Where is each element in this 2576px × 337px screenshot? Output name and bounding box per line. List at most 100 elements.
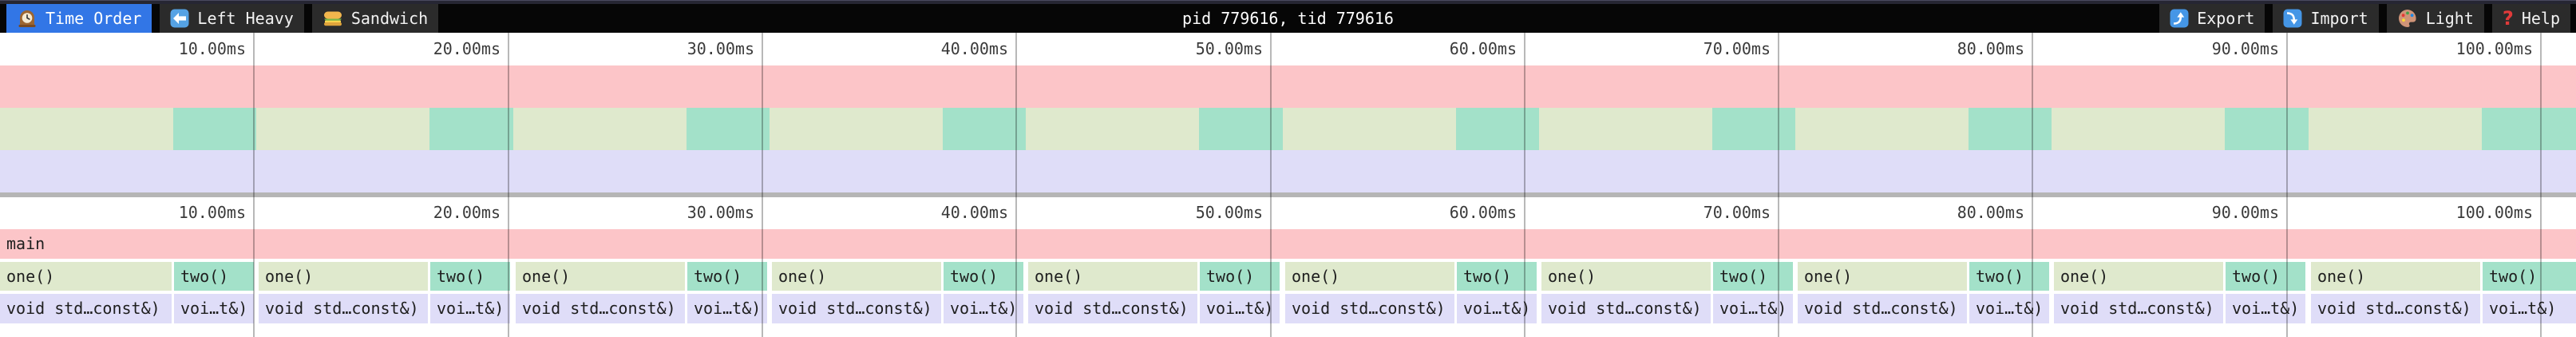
- frame-two-detail[interactable]: voi…t&): [1713, 294, 1793, 323]
- minimap-frame-two[interactable]: [1969, 108, 2052, 150]
- axis-tick-label: 60.00ms: [1449, 203, 1517, 222]
- palette-icon: [2397, 8, 2418, 29]
- minimap-frame-two[interactable]: [173, 108, 256, 150]
- tab-label: Sandwich: [350, 9, 429, 28]
- axis-tick-label: 50.00ms: [1195, 203, 1263, 222]
- minimap-frame-two[interactable]: [2225, 108, 2309, 150]
- import-button[interactable]: Import: [2273, 4, 2379, 33]
- frame-two-detail[interactable]: voi…t&): [1457, 294, 1537, 323]
- minimap-chart-divider: [0, 192, 2576, 197]
- minimap-frame-two[interactable]: [1199, 108, 1283, 150]
- frame-one[interactable]: one(): [0, 262, 172, 291]
- minimap-frame-two[interactable]: [943, 108, 1026, 150]
- frame-one[interactable]: one(): [1541, 262, 1711, 291]
- axis-tick-label: 60.00ms: [1449, 39, 1517, 58]
- axis-tick-label: 50.00ms: [1195, 39, 1263, 58]
- button-label: Light: [2425, 9, 2474, 28]
- frame-two[interactable]: two(): [2226, 262, 2305, 291]
- minimap-frame-two[interactable]: [2482, 108, 2576, 150]
- frame-one-detail[interactable]: void std…const&): [259, 294, 428, 323]
- frame-one[interactable]: one(): [1285, 262, 1454, 291]
- axis-tick-label: 90.00ms: [2211, 203, 2279, 222]
- left-arrow-icon: [170, 9, 189, 28]
- frame-one-detail[interactable]: void std…const&): [1798, 294, 1967, 323]
- minimap-frame-two[interactable]: [429, 108, 513, 150]
- frame-one[interactable]: one(): [1028, 262, 1197, 291]
- frame-two[interactable]: two(): [1713, 262, 1793, 291]
- flame-row-main: main: [0, 229, 2576, 259]
- axis-tick-label: 100.00ms: [2455, 203, 2533, 222]
- button-label: Export: [2197, 9, 2255, 28]
- import-icon: [2283, 9, 2302, 28]
- axis-tick-label: 20.00ms: [433, 203, 501, 222]
- frame-one-detail[interactable]: void std…const&): [772, 294, 941, 323]
- frame-two[interactable]: two(): [430, 262, 510, 291]
- frame-two[interactable]: two(): [174, 262, 254, 291]
- frame-one[interactable]: one(): [1798, 262, 1967, 291]
- frame-one[interactable]: one(): [516, 262, 685, 291]
- axis-tick-label: 10.00ms: [178, 39, 246, 58]
- button-label: Help: [2521, 9, 2560, 28]
- frame-two[interactable]: two(): [1457, 262, 1537, 291]
- axis-tick-label: 10.00ms: [178, 203, 246, 222]
- minimap-frame-two[interactable]: [1456, 108, 1539, 150]
- help-button[interactable]: ? Help: [2491, 4, 2570, 33]
- window-top-strip: [0, 0, 2576, 4]
- axis-tick-label: 80.00ms: [1957, 203, 2024, 222]
- frame-one-detail[interactable]: void std…const&): [1028, 294, 1197, 323]
- minimap-row-main[interactable]: [0, 65, 2576, 108]
- chart-time-axis: 10.00ms 20.00ms 30.00ms 40.00ms 50.00ms 60.00…: [0, 197, 2576, 228]
- frame-one[interactable]: one(): [2311, 262, 2480, 291]
- frame-one[interactable]: one(): [2054, 262, 2223, 291]
- minimap-frame-two[interactable]: [687, 108, 770, 150]
- frame-one-detail[interactable]: void std…const&): [2311, 294, 2480, 323]
- frame-two-detail[interactable]: voi…t&): [687, 294, 767, 323]
- minimap-row-calls[interactable]: [0, 108, 2576, 150]
- export-button[interactable]: Export: [2159, 4, 2265, 33]
- flame-row-calls: one() two() one() two() one() two() one() two()…: [0, 262, 2576, 291]
- frame-two-detail[interactable]: voi…t&): [430, 294, 510, 323]
- axis-tick-label: 30.00ms: [687, 203, 754, 222]
- frame-two[interactable]: two(): [1200, 262, 1280, 291]
- frame-two-detail[interactable]: voi…t&): [944, 294, 1023, 323]
- frame-two-detail[interactable]: voi…t&): [2226, 294, 2305, 323]
- axis-tick-label: 70.00ms: [1703, 39, 1771, 58]
- axis-tick-label: 70.00ms: [1703, 203, 1771, 222]
- frame-two-detail[interactable]: voi…t&): [2483, 294, 2576, 323]
- axis-tick-label: 90.00ms: [2211, 39, 2279, 58]
- frame-two-detail[interactable]: voi…t&): [1200, 294, 1280, 323]
- frame-one-detail[interactable]: void std…const&): [516, 294, 685, 323]
- frame-one-detail[interactable]: void std…const&): [0, 294, 172, 323]
- frame-one-detail[interactable]: void std…const&): [1285, 294, 1454, 323]
- frame-two[interactable]: two(): [2483, 262, 2576, 291]
- minimap-time-axis: 10.00ms 20.00ms 30.00ms 40.00ms 50.00ms 60.00…: [0, 33, 2576, 65]
- frame-two-detail[interactable]: voi…t&): [174, 294, 254, 323]
- flame-row-detail: void std…const&) voi…t&) void std…const&) v…: [0, 294, 2576, 323]
- toolbar-actions: Export Import Light? Help: [2159, 4, 2570, 33]
- frame-one[interactable]: one(): [259, 262, 428, 291]
- frame-one-detail[interactable]: void std…const&): [2054, 294, 2223, 323]
- frame-two-detail[interactable]: voi…t&): [1969, 294, 2049, 323]
- tab-sandwich[interactable]: Sandwich: [311, 4, 439, 33]
- tab-label: Left Heavy: [197, 9, 294, 28]
- minimap-row-detail[interactable]: [0, 150, 2576, 192]
- frame-one[interactable]: one(): [772, 262, 941, 291]
- export-icon: [2170, 9, 2189, 28]
- tab-time-order[interactable]: Time Order: [6, 4, 152, 33]
- tab-left-heavy[interactable]: Left Heavy: [160, 4, 304, 33]
- minimap-frame-two[interactable]: [1712, 108, 1795, 150]
- frame-two[interactable]: two(): [687, 262, 767, 291]
- button-label: Import: [2310, 9, 2368, 28]
- clock-icon: [17, 8, 38, 29]
- axis-tick-label: 100.00ms: [2455, 39, 2533, 58]
- question-icon: ?: [2502, 7, 2514, 30]
- frame-one-detail[interactable]: void std…const&): [1541, 294, 1711, 323]
- axis-tick-label: 20.00ms: [433, 39, 501, 58]
- axis-tick-label: 80.00ms: [1957, 39, 2024, 58]
- frame-two[interactable]: two(): [1969, 262, 2049, 291]
- frame-two[interactable]: two(): [944, 262, 1023, 291]
- axis-tick-label: 40.00ms: [940, 39, 1008, 58]
- frame-main[interactable]: main: [0, 229, 2576, 259]
- light-button[interactable]: Light: [2386, 4, 2484, 33]
